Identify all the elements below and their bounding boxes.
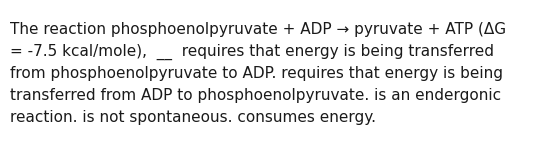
Text: = -7.5 kcal/mole),  __  requires that energy is being transferred: = -7.5 kcal/mole), __ requires that ener… bbox=[10, 44, 494, 60]
Text: from phosphoenolpyruvate to ADP. requires that energy is being: from phosphoenolpyruvate to ADP. require… bbox=[10, 66, 503, 81]
Text: reaction. is not spontaneous. consumes energy.: reaction. is not spontaneous. consumes e… bbox=[10, 110, 376, 125]
Text: The reaction phosphoenolpyruvate + ADP → pyruvate + ATP (ΔG: The reaction phosphoenolpyruvate + ADP →… bbox=[10, 22, 506, 37]
Text: transferred from ADP to phosphoenolpyruvate. is an endergonic: transferred from ADP to phosphoenolpyruv… bbox=[10, 88, 501, 103]
